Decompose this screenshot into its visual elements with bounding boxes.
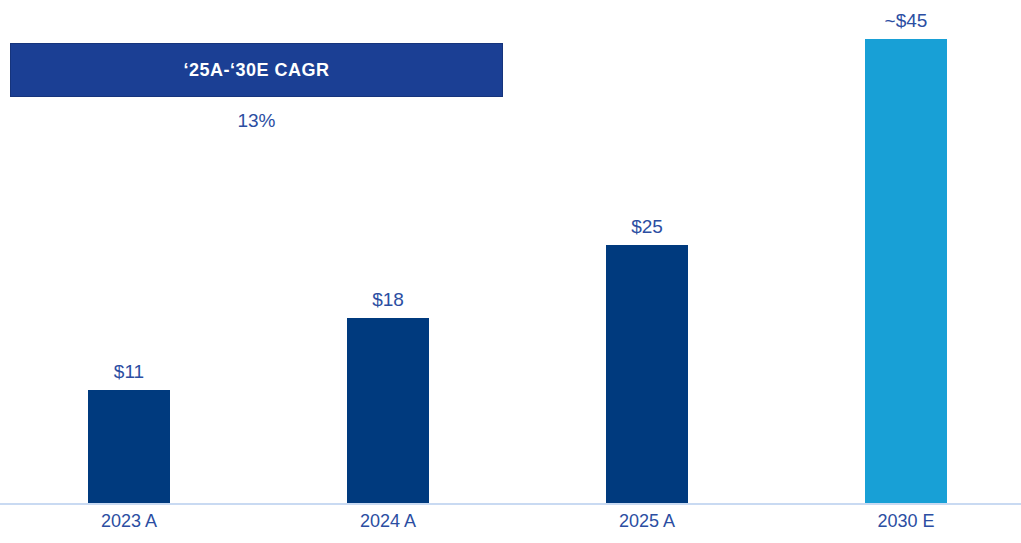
x-axis-line [0, 503, 1021, 505]
cagr-value: 13% [10, 110, 503, 132]
value-label-2025-a: $25 [587, 216, 707, 238]
category-label-2023-a: 2023 A [59, 511, 199, 532]
bar-2023-a [88, 390, 170, 503]
bar-2025-a [606, 245, 688, 503]
value-label-2024-a: $18 [328, 289, 448, 311]
value-label-2023-a: $11 [69, 361, 189, 383]
bar-chart: ‘25A-‘30E CAGR 13% $11 2023 A $18 2024 A $25… [0, 0, 1021, 543]
bar-2030-e [865, 39, 947, 503]
category-label-2025-a: 2025 A [577, 511, 717, 532]
cagr-banner: ‘25A-‘30E CAGR [10, 43, 503, 97]
category-label-2024-a: 2024 A [318, 511, 458, 532]
value-label-2030-e: ~$45 [846, 10, 966, 32]
cagr-banner-label: ‘25A-‘30E CAGR [183, 60, 329, 81]
category-label-2030-e: 2030 E [836, 511, 976, 532]
bar-2024-a [347, 318, 429, 503]
